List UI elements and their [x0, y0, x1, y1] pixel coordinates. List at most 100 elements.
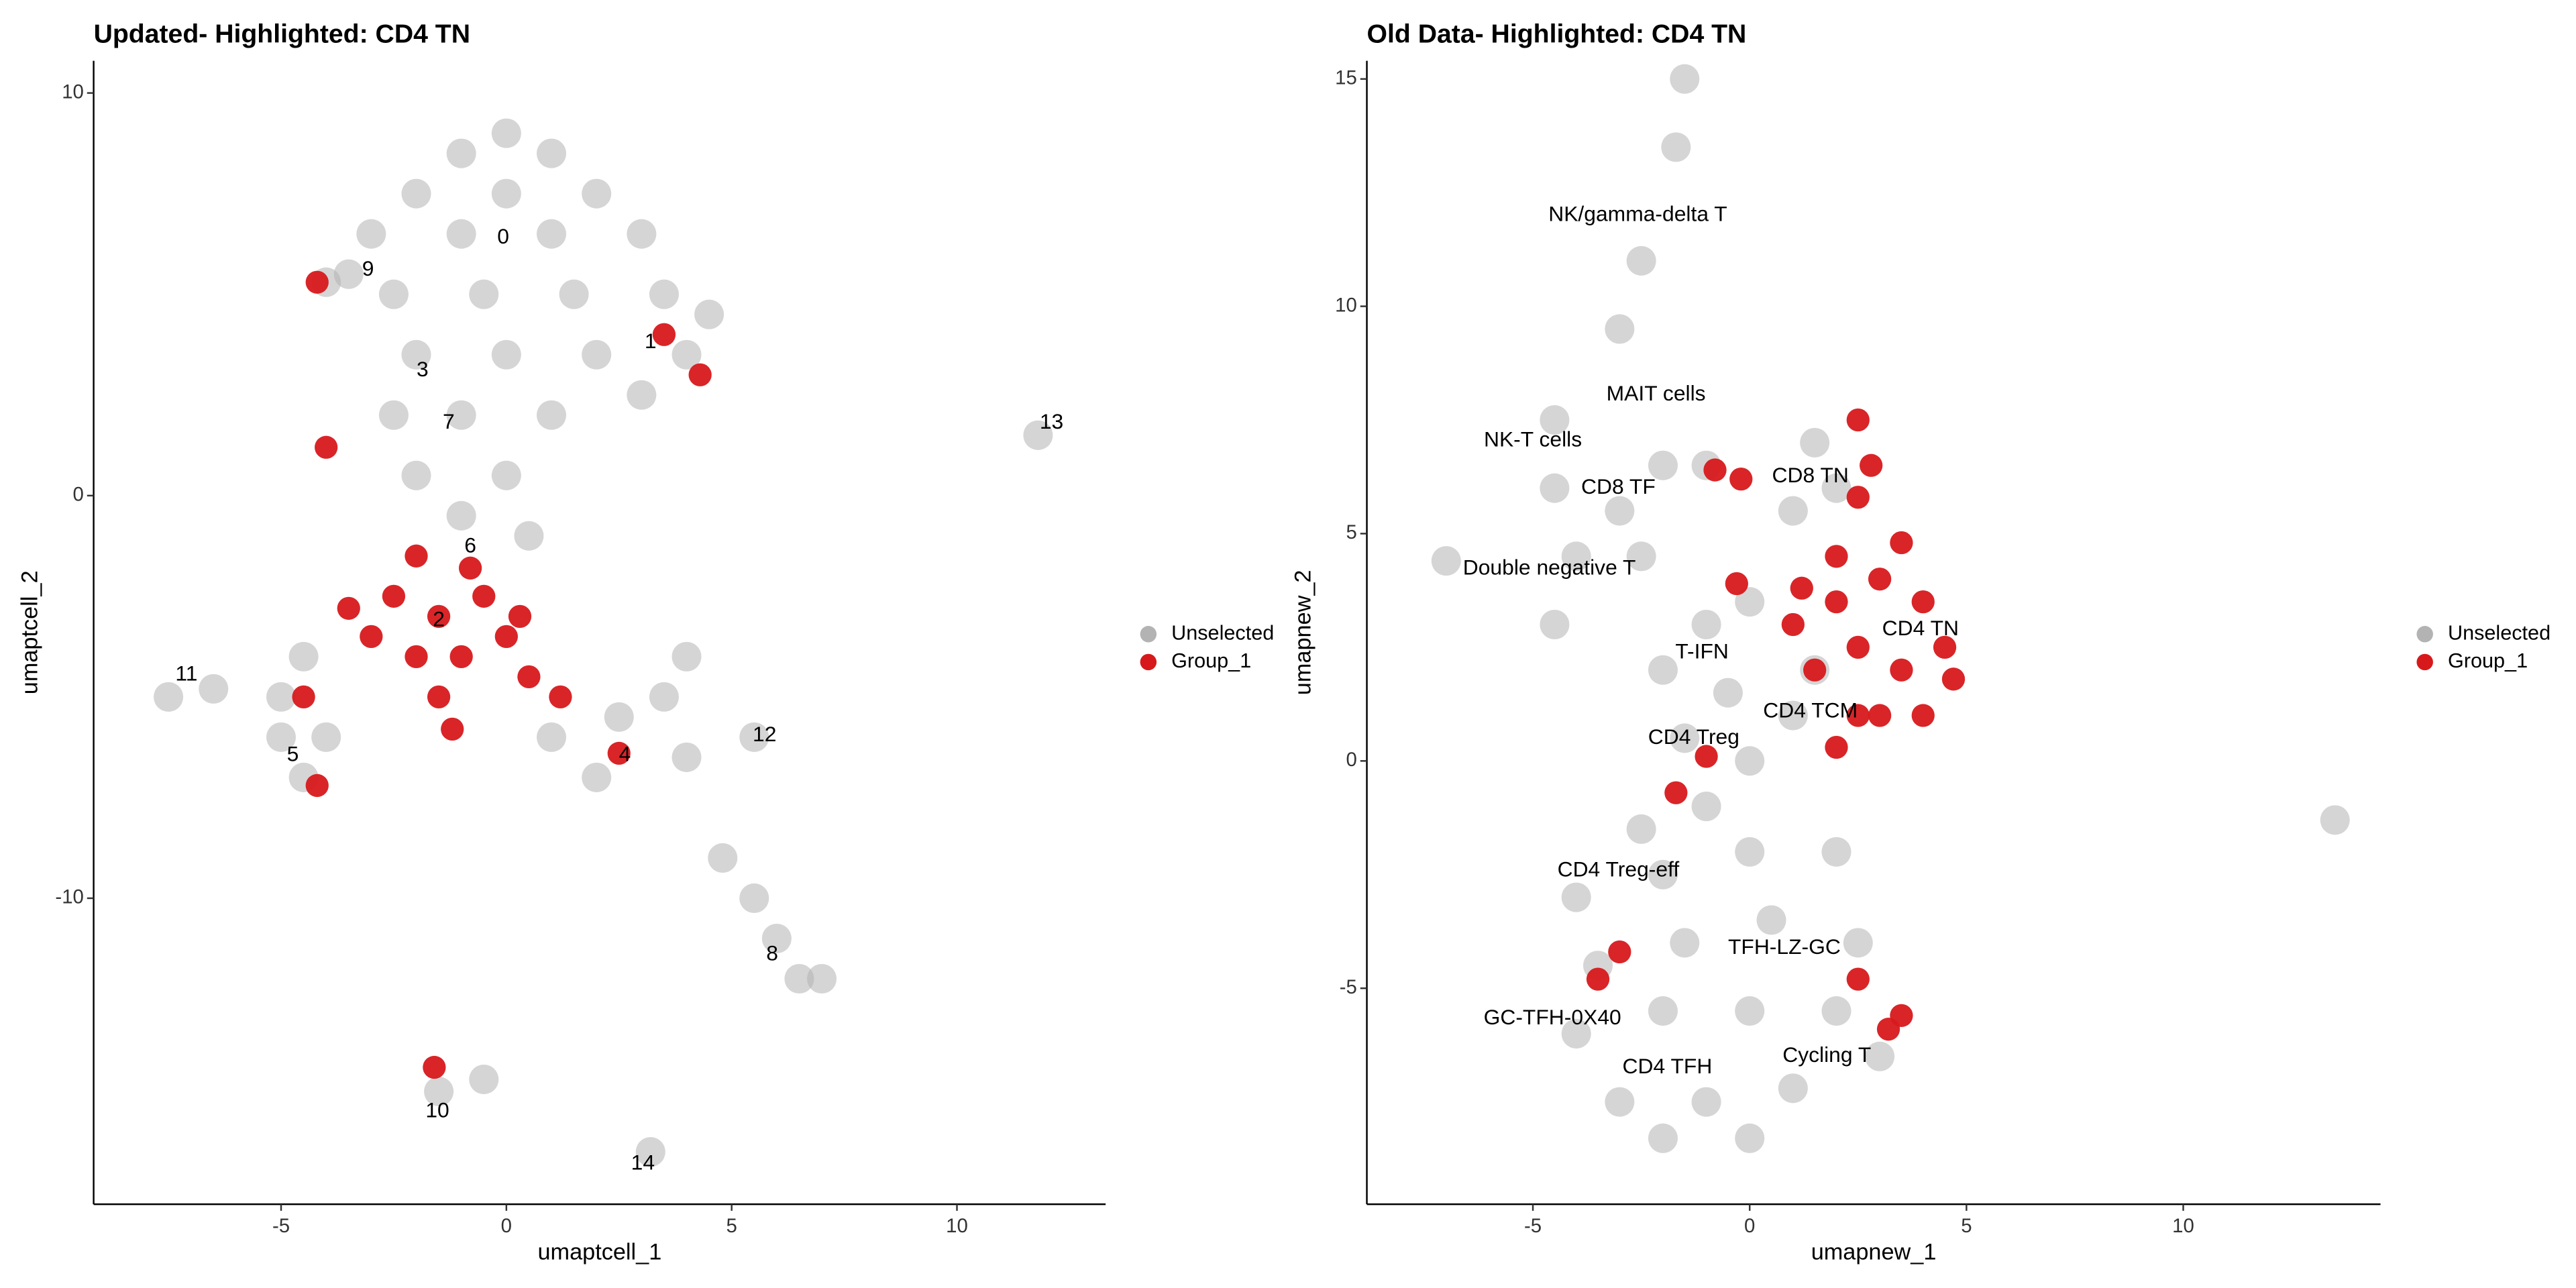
point [305, 773, 329, 798]
point [1540, 405, 1570, 435]
point [672, 641, 702, 672]
point [1790, 576, 1813, 600]
point [446, 500, 476, 531]
point [441, 717, 464, 741]
point [1626, 541, 1656, 572]
point [1825, 590, 1848, 614]
point [1846, 408, 1870, 432]
cluster-label: 1 [645, 329, 657, 353]
point [1911, 590, 1935, 614]
point [1756, 905, 1786, 935]
point [401, 460, 431, 490]
point [1941, 667, 1966, 691]
point [536, 219, 567, 249]
point [688, 363, 712, 386]
point [1605, 496, 1635, 526]
point [401, 339, 431, 370]
point [266, 682, 297, 712]
cluster-label: NK/gamma-delta T [1548, 201, 1727, 225]
point [405, 645, 428, 669]
point [1561, 1018, 1591, 1049]
point [1561, 541, 1591, 572]
point [1648, 859, 1678, 890]
point [311, 722, 341, 752]
cluster-label: CD4 TFH [1623, 1054, 1713, 1078]
cluster-label: 14 [631, 1150, 655, 1174]
point [491, 460, 521, 490]
point [469, 279, 499, 309]
point [508, 604, 532, 628]
y-tick-label: 10 [62, 80, 84, 103]
cluster-label: Double negative T [1463, 555, 1636, 580]
cluster-label: T-IFN [1675, 639, 1729, 663]
point [337, 596, 360, 620]
point [266, 722, 297, 752]
point [559, 279, 589, 309]
point [469, 1065, 499, 1095]
point [1540, 473, 1570, 503]
legend-label: Group_1 [1171, 649, 1251, 672]
cluster-label: MAIT cells [1607, 381, 1706, 405]
point [1933, 635, 1957, 659]
legend-label: Unselected [1171, 621, 1274, 644]
point [1860, 453, 1883, 477]
cluster-label: 13 [1040, 409, 1063, 433]
point [1821, 473, 1851, 503]
y-tick-label: 15 [1335, 66, 1357, 89]
point [1865, 1041, 1895, 1071]
point [1713, 678, 1743, 708]
legend-swatch [1140, 626, 1157, 643]
point [333, 259, 364, 289]
point [1661, 132, 1691, 162]
cluster-label: GC-TFH-0X40 [1484, 1005, 1621, 1029]
point [806, 963, 837, 994]
point [1846, 635, 1870, 659]
point [1729, 467, 1753, 491]
point [1825, 735, 1848, 759]
legend-label: Unselected [2448, 621, 2551, 644]
point [427, 685, 451, 709]
point [536, 722, 567, 752]
x-axis-label: umapnew_1 [1811, 1240, 1937, 1265]
x-axis-label: umaptcell_1 [537, 1240, 661, 1265]
point [672, 742, 702, 772]
y-tick-label: 0 [1346, 749, 1357, 771]
point [449, 645, 473, 669]
point [1781, 612, 1805, 637]
point [405, 544, 428, 568]
point [517, 665, 541, 689]
point [708, 843, 738, 873]
point [1803, 658, 1827, 682]
cluster-label: 10 [425, 1097, 449, 1122]
cluster-label: 2 [433, 606, 445, 631]
point [582, 762, 612, 792]
point [672, 339, 702, 370]
point [1605, 314, 1635, 344]
cluster-label: 6 [464, 533, 476, 557]
cluster-label: 0 [497, 224, 509, 248]
point [1778, 496, 1808, 526]
point [401, 178, 431, 209]
point [1735, 746, 1765, 776]
point [1691, 1087, 1721, 1117]
x-tick-label: 5 [727, 1215, 737, 1237]
point [1846, 486, 1870, 509]
x-tick-label: 5 [1961, 1215, 1972, 1237]
y-tick-label: -5 [1340, 976, 1357, 998]
point [694, 299, 724, 329]
point [1626, 814, 1656, 845]
cluster-label: CD4 Treg-eff [1558, 857, 1680, 881]
y-axis-label: umapnew_2 [1291, 570, 1316, 696]
cluster-label: TFH-LZ-GC [1728, 934, 1841, 959]
point [649, 682, 679, 712]
point [1735, 996, 1765, 1026]
point [491, 178, 521, 209]
cluster-label: 5 [287, 741, 299, 765]
cluster-label: 8 [766, 941, 778, 965]
point [604, 702, 634, 732]
point [494, 625, 518, 649]
point [1691, 609, 1721, 640]
point [1540, 609, 1570, 640]
point [649, 279, 679, 309]
point [1691, 792, 1721, 822]
